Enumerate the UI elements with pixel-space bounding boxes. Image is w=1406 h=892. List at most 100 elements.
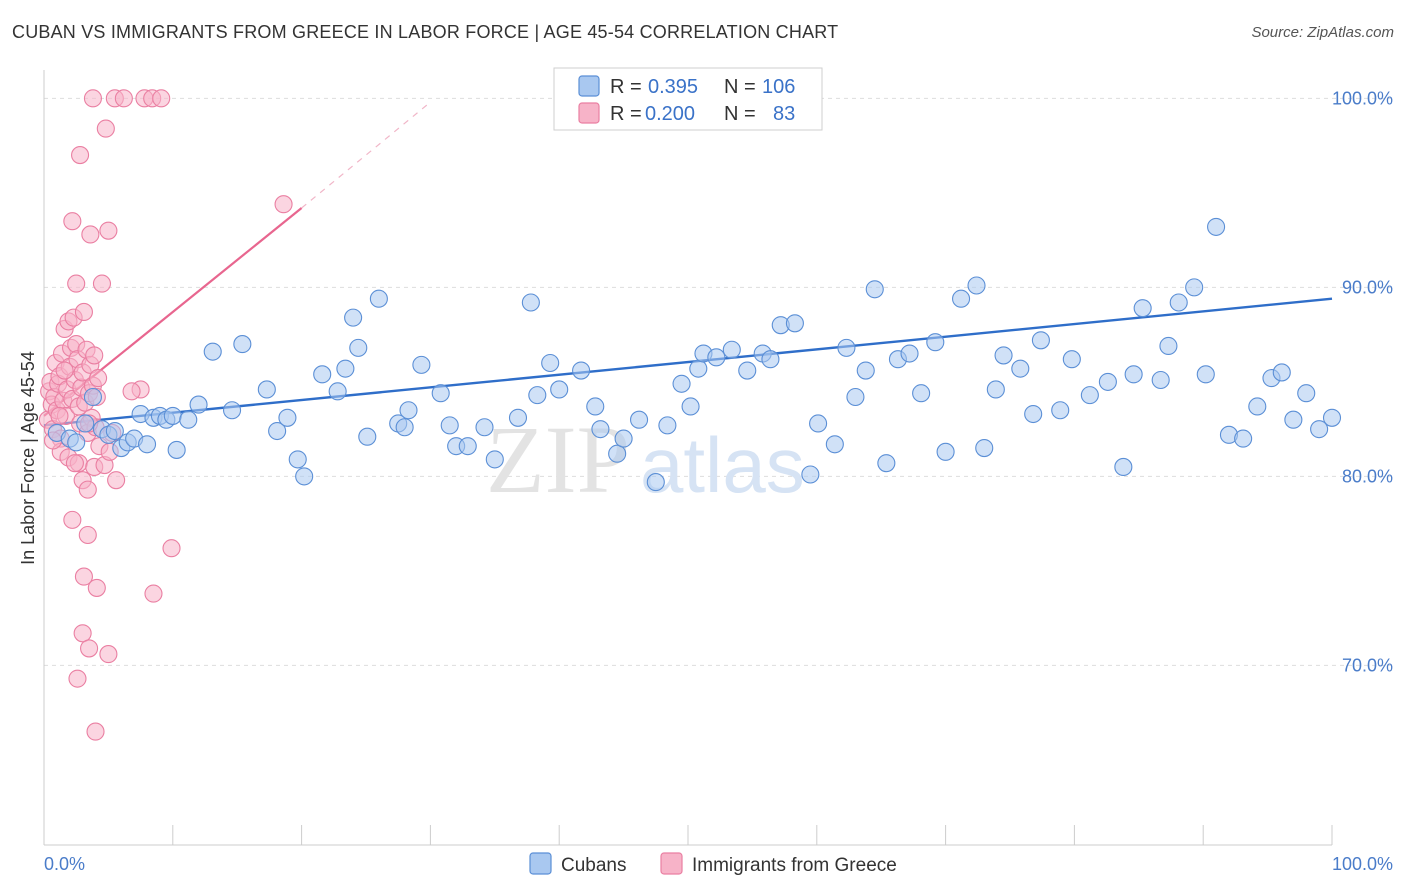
greece-point xyxy=(65,454,84,473)
cubans-point xyxy=(288,450,307,469)
cubans-point xyxy=(986,380,1005,399)
cubans-point xyxy=(189,395,208,414)
cubans-point xyxy=(1080,386,1099,405)
axes xyxy=(43,70,1333,846)
cubans-point xyxy=(1185,278,1204,297)
cubans-point xyxy=(313,365,332,384)
cubans-point xyxy=(268,421,287,441)
cubans-point xyxy=(1124,365,1143,384)
cubans-point xyxy=(358,427,377,446)
cubans-point xyxy=(900,344,919,363)
cubans-point xyxy=(877,454,896,473)
legend-bottom-label-greece: Immigrants from Greece xyxy=(692,855,897,876)
cubans-point xyxy=(336,359,355,378)
legend-r-label-greece: R = xyxy=(610,103,642,125)
greece-point xyxy=(114,89,133,108)
cubans-point xyxy=(952,289,971,308)
cubans-point xyxy=(179,410,198,429)
cubans-point xyxy=(458,437,477,456)
cubans-point xyxy=(1062,350,1081,369)
legend-bottom-swatch-cubans xyxy=(529,852,552,875)
cubans-point xyxy=(1133,299,1152,318)
cubans-point xyxy=(328,382,347,401)
cubans-point xyxy=(369,289,388,308)
y-tick-labels: 70.0% 80.0% 90.0% 100.0% xyxy=(1332,88,1393,675)
legend-swatch-cubans xyxy=(578,75,600,97)
cubans-point xyxy=(431,384,450,403)
cubans-point xyxy=(1310,420,1329,439)
cubans-point xyxy=(233,335,252,354)
cubans-point xyxy=(614,429,633,448)
cubans-point xyxy=(412,355,431,374)
greece-point xyxy=(86,722,105,741)
greece-point xyxy=(122,382,141,401)
cubans-point xyxy=(1322,408,1342,427)
legend-n-label-greece: N = xyxy=(724,103,756,125)
cubans-point xyxy=(856,361,875,380)
cubans-point xyxy=(591,420,610,439)
greece-trend-extension xyxy=(301,101,431,209)
greece-point xyxy=(99,221,118,240)
x-tick-labels: 0.0% 100.0% xyxy=(44,854,1393,874)
y-tick-label: 100.0% xyxy=(1332,88,1393,108)
cubans-point xyxy=(672,374,691,393)
greece-point xyxy=(152,89,171,108)
x-tick-label: 100.0% xyxy=(1332,854,1393,874)
cubans-point xyxy=(1159,336,1178,356)
cubans-point xyxy=(67,433,86,452)
greece-point xyxy=(92,274,112,293)
legend-n-value-cubans: 106 xyxy=(762,76,795,98)
cubans-point xyxy=(399,401,418,420)
legend-n-value-greece: 83 xyxy=(773,103,795,125)
cubans-point xyxy=(572,361,591,380)
cubans-point xyxy=(1207,217,1226,236)
watermark: ZIP atlas xyxy=(486,406,805,513)
cubans-point xyxy=(707,348,726,367)
greece-point xyxy=(67,274,86,293)
cubans-point xyxy=(1011,359,1030,378)
greece-point xyxy=(85,346,104,365)
cubans-point xyxy=(785,314,804,333)
cubans-point xyxy=(926,333,945,352)
cubans-point xyxy=(936,442,955,461)
cubans-point xyxy=(722,340,741,359)
cubans-point xyxy=(395,418,414,437)
greece-point xyxy=(80,639,99,658)
cubans-point xyxy=(912,384,931,403)
legend-bottom-label-cubans: Cubans xyxy=(561,855,627,876)
greece-point xyxy=(274,195,293,214)
source-credit: Source: ZipAtlas.com xyxy=(1251,24,1394,41)
y-tick-label: 90.0% xyxy=(1342,277,1393,297)
cubans-point xyxy=(1248,397,1267,416)
cubans-point xyxy=(865,280,884,299)
cubans-point xyxy=(257,380,276,399)
cubans-point xyxy=(646,473,665,492)
cubans-point xyxy=(1272,363,1291,382)
cubans-point xyxy=(975,438,994,458)
chart-title: CUBAN VS IMMIGRANTS FROM GREECE IN LABOR… xyxy=(12,22,839,42)
cubans-point xyxy=(1098,372,1117,391)
cubans-point xyxy=(1151,370,1170,390)
grid-lines xyxy=(44,97,1392,666)
greece-point xyxy=(55,361,74,380)
cubans-point xyxy=(167,440,186,459)
greece-point xyxy=(83,89,102,108)
legend-top: R = 0.395 N = 106 R = 0.200 N = 83 xyxy=(553,67,823,131)
cubans-point xyxy=(475,418,494,437)
greece-point xyxy=(68,669,87,688)
cubans-point xyxy=(521,293,540,312)
legend-swatch-greece xyxy=(578,102,600,124)
greece-point xyxy=(63,510,82,529)
cubans-point xyxy=(630,410,649,429)
cubans-point xyxy=(344,308,363,327)
cubans-point xyxy=(508,408,528,427)
cubans-point xyxy=(658,416,677,435)
legend-r-value-cubans: 0.395 xyxy=(648,76,698,98)
cubans-point xyxy=(528,386,547,405)
cubans-point xyxy=(967,276,986,295)
greece-point xyxy=(96,119,115,138)
greece-point xyxy=(87,578,106,597)
cubans-point xyxy=(203,342,222,361)
cubans-point xyxy=(222,401,242,420)
